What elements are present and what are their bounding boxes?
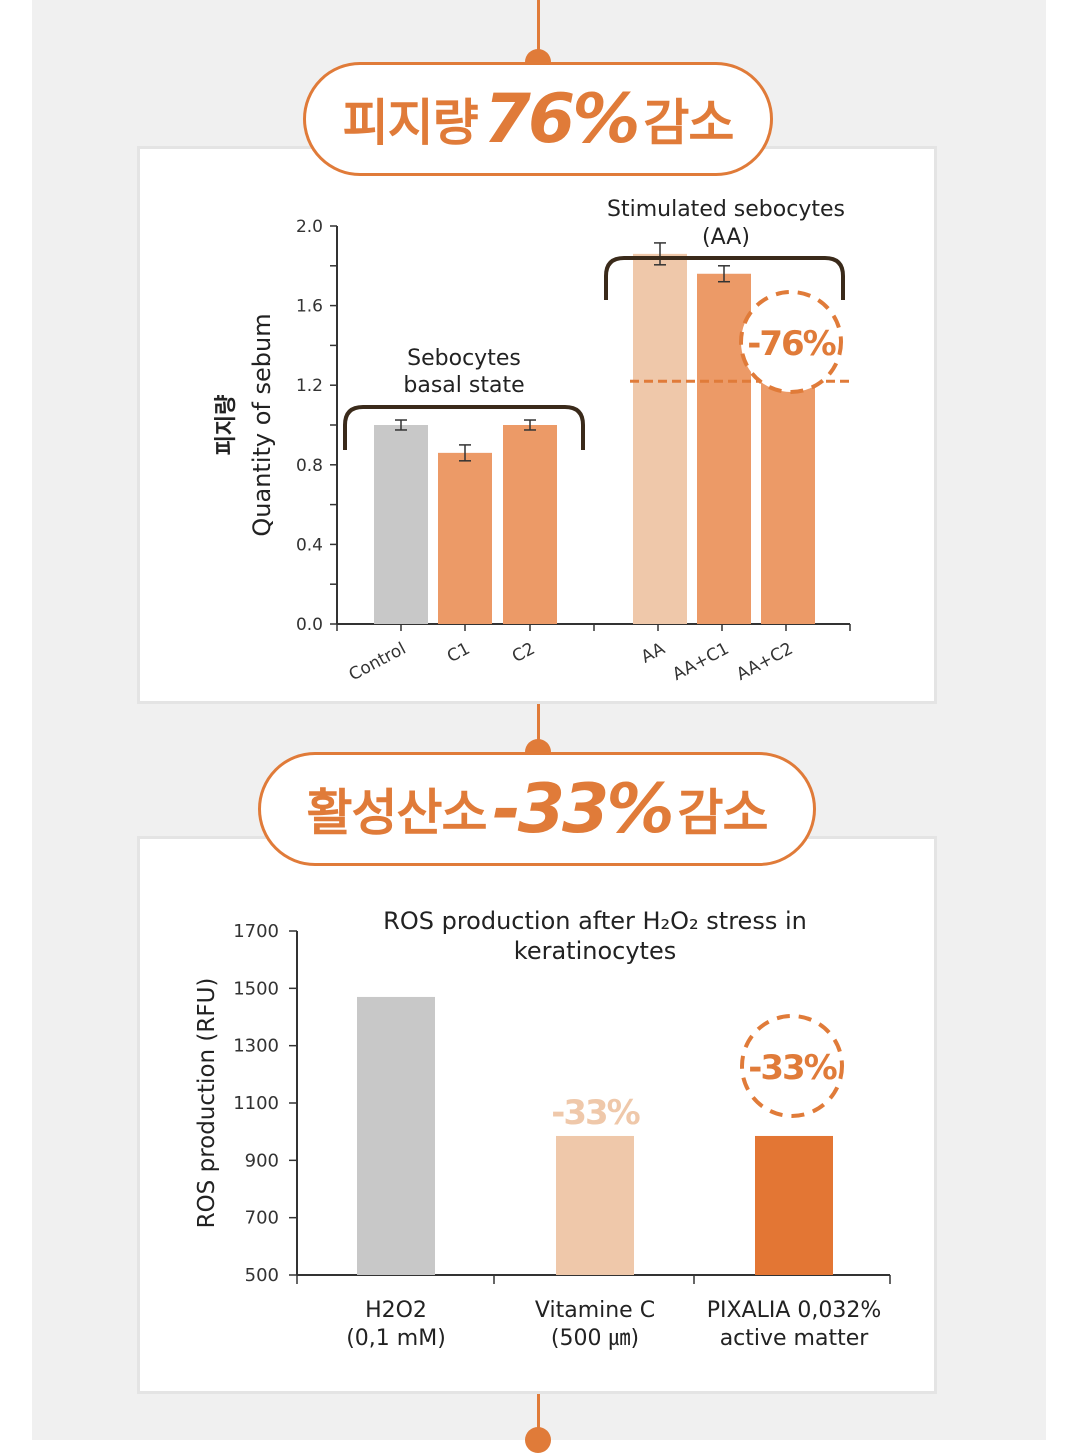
y-tick-label: 0.8 xyxy=(296,456,323,476)
bar-c2 xyxy=(503,425,557,624)
group-bracket xyxy=(604,256,845,300)
y-axis-label: Quantity of sebum xyxy=(248,313,276,536)
chart-title-line1: ROS production after H₂O₂ stress in xyxy=(383,907,807,935)
ros-heading-suffix: 감소 xyxy=(677,784,768,842)
bar-aa-c1 xyxy=(697,273,751,624)
bar-value-label: -33% xyxy=(748,1048,836,1088)
y-axis-label-korean: 피지량 xyxy=(214,395,239,456)
group-label-line1: Sebocytes xyxy=(407,346,521,371)
x-tick-label: Control xyxy=(346,639,410,686)
x-tick-label-line1: H2O2 xyxy=(365,1298,427,1323)
y-tick-label: 1300 xyxy=(233,1036,279,1057)
connector-line-top xyxy=(537,0,540,62)
annotation-dashed-circle xyxy=(739,290,843,394)
sebum-heading-prefix: 피지량 xyxy=(342,94,479,152)
bar-control xyxy=(374,425,428,624)
y-tick-label: 1700 xyxy=(233,921,279,942)
ros-bar-chart: 500 700 900 1100 1300 1500 1700 ROS production … xyxy=(194,907,891,1351)
connector-line-bottom xyxy=(537,1394,540,1440)
bar-aa-c2 xyxy=(761,381,815,624)
ros-heading-prefix: 활성산소 xyxy=(306,784,488,842)
x-tick-label: C1 xyxy=(444,639,473,667)
y-tick-label: 1.2 xyxy=(296,376,323,396)
y-tick-label: 1.6 xyxy=(296,297,323,317)
bar-2 xyxy=(556,1135,634,1275)
y-tick-label: 0.4 xyxy=(296,535,323,555)
sebum-heading-pill: 피지량 76% 감소 xyxy=(303,62,773,176)
ros-chart-card: 500 700 900 1100 1300 1500 1700 ROS production … xyxy=(137,836,937,1394)
annotation-dashed-circle xyxy=(740,1014,844,1118)
ros-heading-value: -33% xyxy=(492,769,675,849)
x-tick-label-line1: PIXALIA 0,032% xyxy=(707,1298,882,1323)
sebum-chart-card: 0.0 0.4 0.8 1.2 1.6 2.0 Quantity of sebum 피지량 Co… xyxy=(137,146,937,704)
chart-title-line2: keratinocytes xyxy=(514,937,676,965)
bar-value-label: -33% xyxy=(551,1093,639,1133)
connector-line-middle xyxy=(537,704,540,754)
y-tick-label: 500 xyxy=(245,1265,279,1286)
sebum-heading-value: 76% xyxy=(483,79,641,159)
x-tick-label: AA+C2 xyxy=(733,639,796,685)
x-tick-label-line1: Vitamine C xyxy=(535,1298,655,1323)
x-tick-label-line2: (0,1 mM) xyxy=(346,1326,446,1351)
x-tick-label: C2 xyxy=(509,639,538,667)
group-label-line1: Stimulated sebocytes xyxy=(607,197,845,222)
y-tick-label: 1100 xyxy=(233,1093,279,1114)
y-tick-label: 0.0 xyxy=(296,615,323,635)
bar-c1 xyxy=(438,452,492,624)
group-label-line2: (AA) xyxy=(702,225,750,250)
y-tick-label: 900 xyxy=(245,1150,279,1171)
bar-aa xyxy=(633,253,687,625)
annotation-label: -76% xyxy=(747,324,835,364)
y-tick-label: 2.0 xyxy=(296,217,323,237)
bar-1 xyxy=(357,996,435,1275)
x-tick-label: AA+C1 xyxy=(669,639,732,685)
y-tick-label: 700 xyxy=(245,1208,279,1229)
sebum-bar-chart: 0.0 0.4 0.8 1.2 1.6 2.0 Quantity of sebum 피지량 Co… xyxy=(214,197,854,686)
y-axis-label: ROS production (RFU) xyxy=(194,978,220,1229)
connector-dot-bottom xyxy=(525,1427,551,1453)
group-bracket xyxy=(343,405,585,450)
y-tick-label: 1500 xyxy=(233,978,279,999)
x-tick-label-line2: active matter xyxy=(720,1326,870,1351)
x-tick-label-line2: (500 ㎛) xyxy=(551,1326,639,1351)
x-tick-label: AA xyxy=(638,639,669,668)
ros-heading-pill: 활성산소 -33% 감소 xyxy=(258,752,816,866)
bar-3 xyxy=(755,1135,833,1275)
group-label-line2: basal state xyxy=(403,373,524,398)
sebum-heading-suffix: 감소 xyxy=(643,94,734,152)
